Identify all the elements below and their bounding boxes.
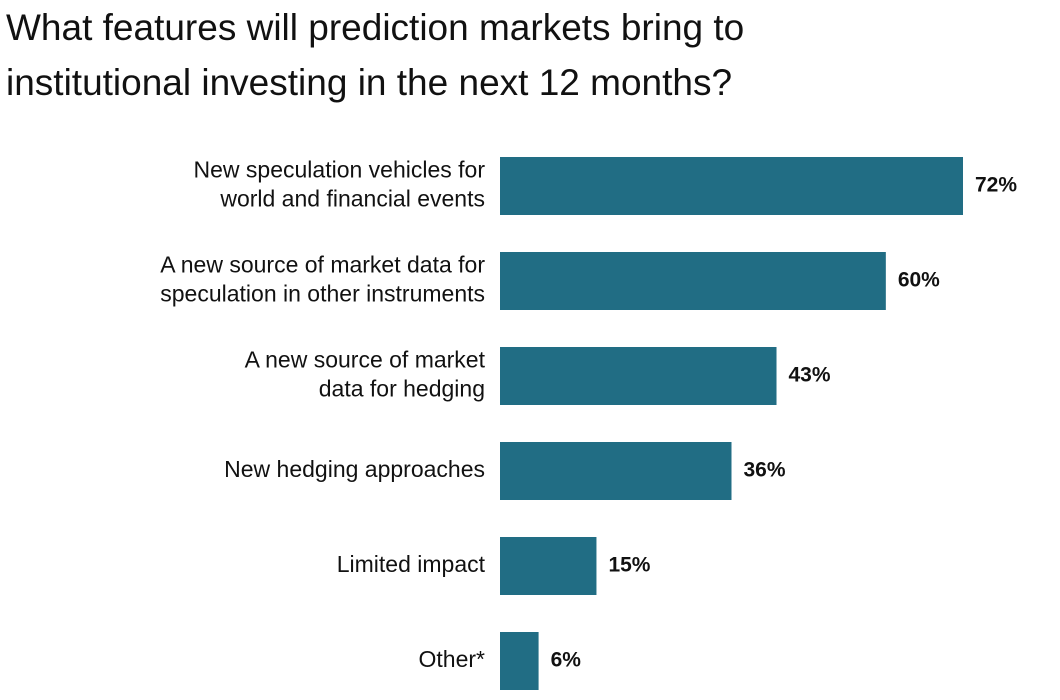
- bar: [500, 252, 886, 310]
- category-label: Other*: [419, 646, 486, 672]
- value-label: 60%: [898, 269, 940, 292]
- bar: [500, 347, 777, 405]
- category-label: New hedging approaches: [224, 456, 485, 482]
- bar: [500, 157, 963, 215]
- value-label: 36%: [744, 459, 786, 482]
- category-label: speculation in other instruments: [160, 281, 485, 307]
- bar: [500, 537, 597, 595]
- value-label: 15%: [608, 554, 650, 577]
- bar: [500, 442, 732, 500]
- category-label: A new source of market: [245, 347, 486, 373]
- value-label: 6%: [551, 649, 582, 672]
- value-label: 43%: [789, 364, 831, 387]
- category-label: A new source of market data for: [160, 252, 485, 278]
- chart-title: What features will prediction markets br…: [6, 7, 744, 48]
- category-label: data for hedging: [319, 376, 485, 402]
- chart-title: institutional investing in the next 12 m…: [6, 62, 732, 103]
- category-label: New speculation vehicles for: [194, 157, 486, 183]
- bar: [500, 632, 539, 690]
- value-label: 72%: [975, 174, 1017, 197]
- category-label: Limited impact: [337, 551, 486, 577]
- category-label: world and financial events: [219, 186, 485, 212]
